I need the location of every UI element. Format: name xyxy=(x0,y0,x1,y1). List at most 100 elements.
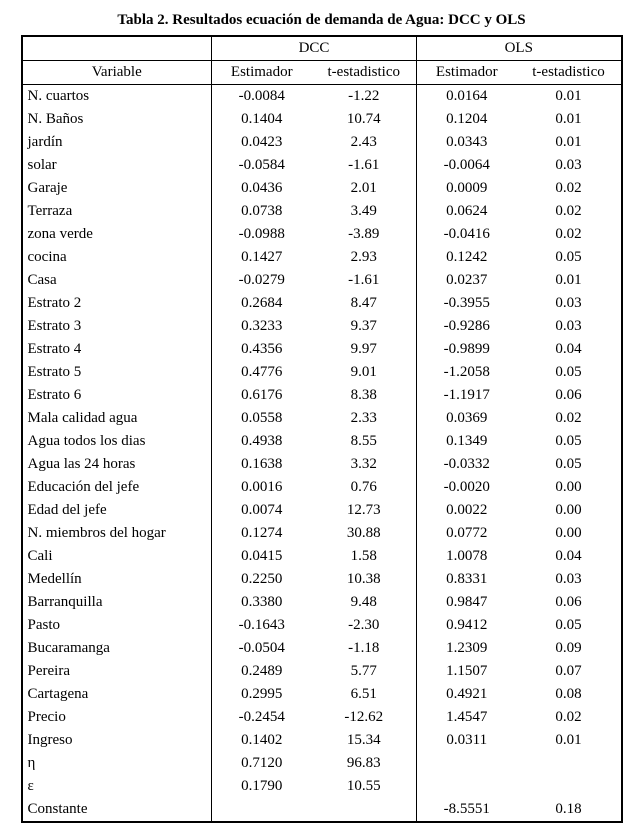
value-cell: 8.55 xyxy=(311,430,417,453)
variable-cell: Edad del jefe xyxy=(21,499,212,522)
value-cell: 0.1349 xyxy=(446,433,488,449)
value-cell: 3.49 xyxy=(311,200,417,223)
variable-cell: Estrato 3 xyxy=(21,315,212,338)
value-cell: 0.0369 xyxy=(446,410,488,426)
value-cell: 0.0558 xyxy=(241,410,283,426)
value-cell: 0.07 xyxy=(555,663,582,679)
corner-cell xyxy=(21,36,212,61)
value-cell: -1.18 xyxy=(311,637,417,660)
value-cell: -0.0988 xyxy=(238,226,285,242)
variable-cell: Pereira xyxy=(21,660,212,683)
value-cell: 0.05 xyxy=(555,456,582,472)
variable-cell: Estrato 2 xyxy=(21,292,212,315)
value-cell: 0.1427 xyxy=(241,249,283,265)
value-cell: 0.05 xyxy=(555,364,582,380)
value-cell: 0.6176 xyxy=(241,387,283,403)
value-cell: 0.0772 xyxy=(446,525,488,541)
value-cell: 1.0078 xyxy=(446,548,488,564)
value-cell: 2.43 xyxy=(311,131,417,154)
value-cell: 0.00 xyxy=(555,479,582,495)
value-cell: 0.06 xyxy=(555,594,582,610)
value-cell: -0.2454 xyxy=(238,709,285,725)
value-cell: 0.01 xyxy=(555,111,582,127)
variable-cell: Bucaramanga xyxy=(21,637,212,660)
value-cell: 9.01 xyxy=(311,361,417,384)
table-row: η 0.7120 96.83 xyxy=(21,752,622,775)
value-cell: -0.9899 xyxy=(443,341,490,357)
value-cell: 0.05 xyxy=(555,433,582,449)
variable-cell: Ingreso xyxy=(21,729,212,752)
value-cell xyxy=(212,798,312,822)
table-row: Educación del jefe 0.0016 0.76 -0.0020 0.00 xyxy=(21,476,622,499)
table-row: Edad del jefe 0.0074 12.73 0.0022 0.00 xyxy=(21,499,622,522)
variable-cell: solar xyxy=(21,154,212,177)
value-cell: 0.1204 xyxy=(446,111,488,127)
value-cell: 0.05 xyxy=(555,617,582,633)
column-header-row: Variable Estimador t-estadistico Estimad… xyxy=(21,60,622,85)
value-cell: 30.88 xyxy=(311,522,417,545)
value-cell xyxy=(417,752,517,775)
value-cell: 0.0311 xyxy=(446,732,488,748)
table-row: Cali 0.0415 1.58 1.0078 0.04 xyxy=(21,545,622,568)
table-row: ε 0.1790 10.55 xyxy=(21,775,622,798)
value-cell: -0.0332 xyxy=(443,456,490,472)
value-cell: 0.1242 xyxy=(446,249,488,265)
value-cell: 0.02 xyxy=(555,410,582,426)
value-cell: -0.1643 xyxy=(238,617,285,633)
column-header-dcc-tstat: t-estadistico xyxy=(311,60,417,85)
value-cell: 0.1404 xyxy=(241,111,283,127)
variable-cell: Cartagena xyxy=(21,683,212,706)
value-cell: 0.02 xyxy=(555,226,582,242)
value-cell: 9.97 xyxy=(311,338,417,361)
value-cell: 0.01 xyxy=(555,272,582,288)
variable-cell: Garaje xyxy=(21,177,212,200)
value-cell: -0.0416 xyxy=(443,226,490,242)
value-cell: 8.47 xyxy=(311,292,417,315)
value-cell: -1.2058 xyxy=(443,364,490,380)
table-row: Agua todos los dias 0.4938 8.55 0.1349 0.05 xyxy=(21,430,622,453)
value-cell: -0.0064 xyxy=(443,157,490,173)
variable-cell: Estrato 5 xyxy=(21,361,212,384)
value-cell: 1.1507 xyxy=(446,663,488,679)
value-cell: 0.9847 xyxy=(446,594,488,610)
table-row: Pasto -0.1643 -2.30 0.9412 0.05 xyxy=(21,614,622,637)
value-cell: 10.55 xyxy=(311,775,417,798)
value-cell: 0.04 xyxy=(555,341,582,357)
variable-cell: Cali xyxy=(21,545,212,568)
variable-cell: Mala calidad agua xyxy=(21,407,212,430)
value-cell: 96.83 xyxy=(311,752,417,775)
variable-cell: N. cuartos xyxy=(21,84,212,108)
value-cell: 0.03 xyxy=(555,295,582,311)
table-row: Agua las 24 horas 0.1638 3.32 -0.0332 0.05 xyxy=(21,453,622,476)
value-cell: 0.03 xyxy=(555,571,582,587)
value-cell: -0.0584 xyxy=(238,157,285,173)
value-cell: 0.3380 xyxy=(241,594,283,610)
table-row: Estrato 3 0.3233 9.37 -0.9286 0.03 xyxy=(21,315,622,338)
table-row: jardín 0.0423 2.43 0.0343 0.01 xyxy=(21,131,622,154)
value-cell: -2.30 xyxy=(311,614,417,637)
value-cell: 0.08 xyxy=(555,686,582,702)
variable-cell: Pasto xyxy=(21,614,212,637)
variable-cell: Precio xyxy=(21,706,212,729)
value-cell: 10.74 xyxy=(311,108,417,131)
table-row: Barranquilla 0.3380 9.48 0.9847 0.06 xyxy=(21,591,622,614)
value-cell: 0.0022 xyxy=(446,502,488,518)
value-cell: 12.73 xyxy=(311,499,417,522)
table-row: Cartagena 0.2995 6.51 0.4921 0.08 xyxy=(21,683,622,706)
value-cell: -0.9286 xyxy=(443,318,490,334)
value-cell xyxy=(517,775,622,798)
value-cell: 0.02 xyxy=(555,180,582,196)
value-cell: -8.5551 xyxy=(443,801,490,817)
variable-cell: η xyxy=(21,752,212,775)
variable-cell: Estrato 4 xyxy=(21,338,212,361)
variable-cell: Medellín xyxy=(21,568,212,591)
results-table: DCC OLS Variable Estimador t-estadistico… xyxy=(20,35,623,823)
table-row: Estrato 2 0.2684 8.47 -0.3955 0.03 xyxy=(21,292,622,315)
value-cell: 0.00 xyxy=(555,502,582,518)
value-cell: 15.34 xyxy=(311,729,417,752)
variable-cell: cocina xyxy=(21,246,212,269)
column-header-variable: Variable xyxy=(21,60,212,85)
table-row: Pereira 0.2489 5.77 1.1507 0.07 xyxy=(21,660,622,683)
value-cell: 1.2309 xyxy=(446,640,488,656)
value-cell: 0.03 xyxy=(555,318,582,334)
